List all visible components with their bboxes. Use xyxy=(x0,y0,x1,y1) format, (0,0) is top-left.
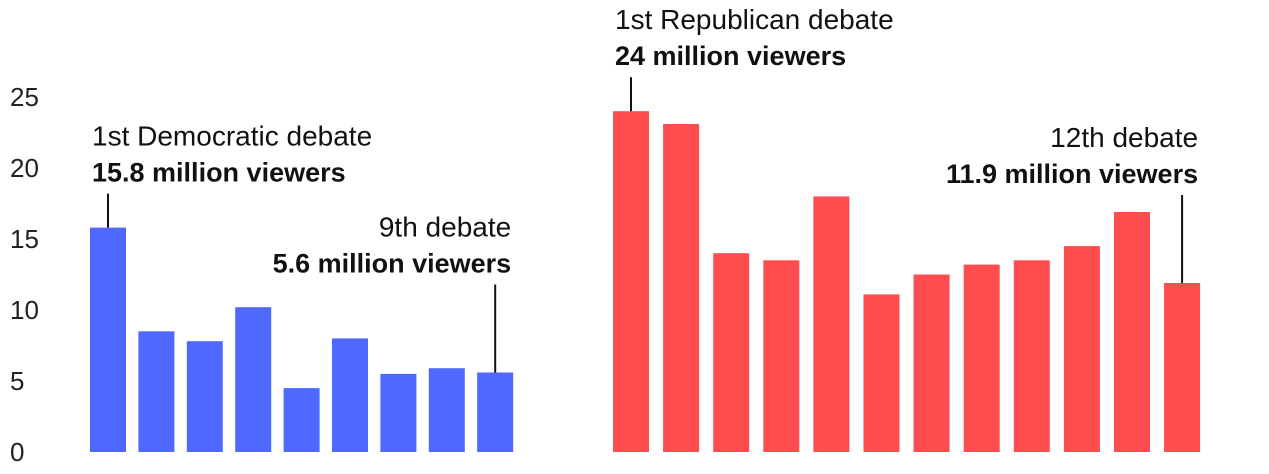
annotation: 9th debate 5.6 million viewers xyxy=(273,212,512,373)
bar xyxy=(613,111,649,452)
bar xyxy=(1164,283,1201,452)
y-tick-label: 25 xyxy=(10,82,39,112)
y-tick-label: 10 xyxy=(10,295,39,325)
bar xyxy=(663,124,700,452)
annotation: 1st Republican debate 24 million viewers xyxy=(615,4,894,112)
annotation: 1st Democratic debate 15.8 million viewer… xyxy=(92,121,372,228)
y-tick-label: 5 xyxy=(10,366,24,396)
y-axis: 0 5 10 15 20 25 xyxy=(10,82,39,467)
bar xyxy=(235,307,272,452)
bar xyxy=(283,388,320,452)
y-tick-label: 20 xyxy=(10,153,39,183)
bar xyxy=(913,274,950,452)
annotation-title: 12th debate xyxy=(1050,122,1198,153)
bar xyxy=(138,331,175,452)
annotation-title: 1st Republican debate xyxy=(615,4,894,35)
annotation-value-label: 24 million viewers xyxy=(615,41,846,71)
annotation-title: 9th debate xyxy=(379,212,511,243)
bar xyxy=(90,227,126,452)
bar xyxy=(813,196,850,452)
bar xyxy=(1013,260,1050,452)
bar xyxy=(1063,246,1100,452)
bar xyxy=(863,294,900,452)
bar xyxy=(186,341,223,452)
y-tick-label: 15 xyxy=(10,224,39,254)
bar xyxy=(963,264,1000,452)
annotation: 12th debate 11.9 million viewers xyxy=(946,122,1198,283)
bar xyxy=(332,338,368,452)
annotation-value-label: 15.8 million viewers xyxy=(92,158,346,188)
annotation-title: 1st Democratic debate xyxy=(92,121,372,152)
bar xyxy=(1114,212,1150,452)
y-tick-label: 0 xyxy=(10,437,24,467)
bar xyxy=(763,260,800,452)
annotation-value-label: 5.6 million viewers xyxy=(273,249,512,279)
bar xyxy=(477,372,514,452)
bar xyxy=(713,253,750,452)
series-0: 1st Democratic debate 15.8 million viewer… xyxy=(90,121,514,452)
bar xyxy=(380,373,417,452)
bar xyxy=(428,368,465,452)
annotation-value-label: 11.9 million viewers xyxy=(946,159,1198,189)
